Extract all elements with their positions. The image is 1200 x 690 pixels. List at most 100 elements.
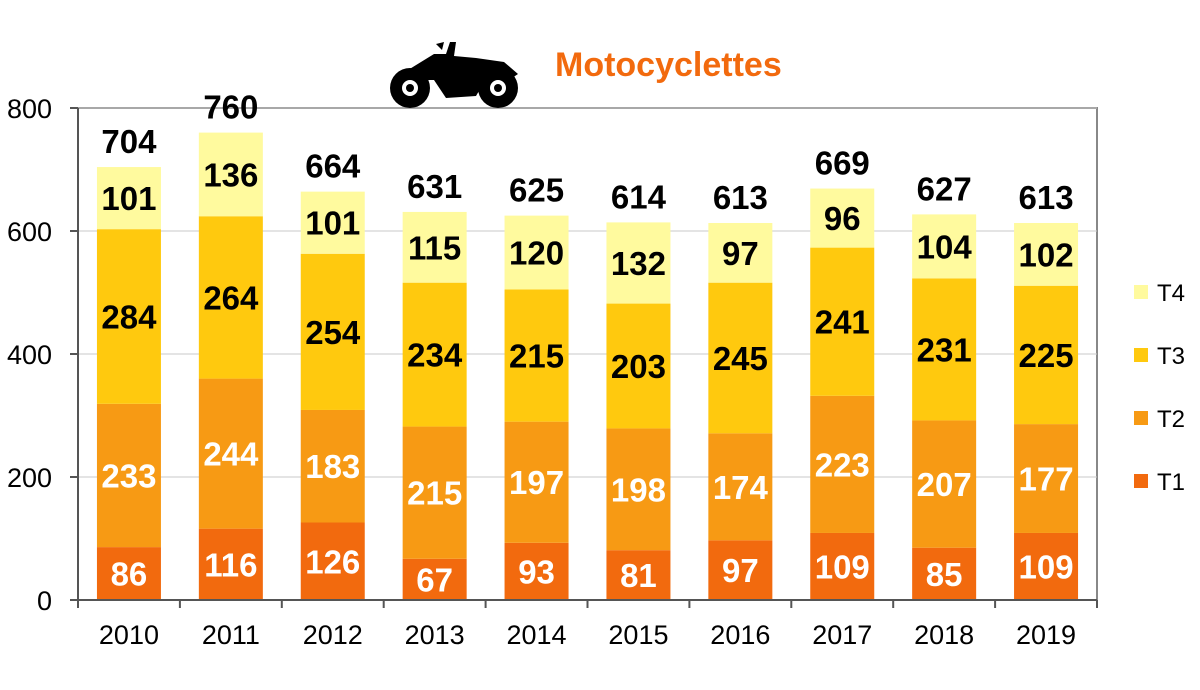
bar-segment-t1	[96, 547, 161, 600]
bar-segment-t3	[402, 282, 467, 427]
data-label-t2: 177	[1019, 461, 1074, 498]
data-label-t4: 104	[917, 228, 973, 265]
data-label-t2: 197	[509, 464, 564, 501]
bar-segment-t4	[1014, 223, 1079, 286]
data-label-t1: 67	[416, 561, 453, 598]
x-tick-label: 2017	[812, 620, 872, 650]
bar-segment-t4	[504, 215, 569, 290]
bar-segment-t2	[198, 378, 263, 529]
data-label-t3: 284	[101, 298, 157, 335]
bar-segment-t3	[708, 282, 773, 434]
axes: 0 200 400 600 800 2010 2011 2012 2013 2014 2015 201…	[7, 94, 1098, 650]
y-tick-label: 800	[7, 94, 52, 124]
data-label-t2: 183	[305, 448, 360, 485]
bar-segment-t4	[810, 188, 875, 248]
chart-title: Motocyclettes	[555, 46, 782, 84]
legend-swatch-t1	[1134, 474, 1148, 488]
data-label-t4: 101	[101, 180, 156, 217]
total-label: 625	[509, 172, 564, 209]
y-tick-label: 200	[7, 463, 52, 493]
x-tick-label: 2019	[1016, 620, 1076, 650]
data-label-t2: 233	[101, 457, 156, 494]
data-label-t3: 231	[917, 331, 972, 368]
data-label-t2: 198	[611, 471, 666, 508]
x-tick-label: 2015	[608, 620, 668, 650]
bars	[96, 132, 1079, 600]
bar-segment-t4	[912, 214, 977, 279]
data-label-t4: 101	[305, 205, 360, 242]
bar-segment-t1	[606, 550, 671, 600]
bar-segment-t3	[810, 247, 875, 396]
total-label: 627	[917, 170, 972, 207]
data-label-t3: 264	[203, 279, 259, 316]
y-tick-label: 0	[37, 586, 52, 616]
bar-segment-t1	[912, 547, 977, 600]
bar-segment-t2	[96, 403, 161, 548]
total-label: 669	[815, 145, 870, 182]
data-label-t3: 234	[407, 337, 463, 374]
data-label-t1: 97	[722, 552, 759, 589]
bar-segment-t3	[606, 303, 671, 429]
legend: T4 T3 T2 T1	[1134, 280, 1185, 496]
data-label-t1: 109	[1019, 548, 1074, 585]
bar-segment-t2	[708, 433, 773, 541]
legend-swatch-t4	[1134, 285, 1148, 299]
data-label-t3: 215	[509, 338, 564, 375]
bar-segment-t2	[912, 420, 977, 548]
data-label-t3: 225	[1019, 337, 1074, 374]
x-tick-label: 2013	[405, 620, 465, 650]
motorcycle-icon	[390, 42, 518, 108]
data-label-t4: 120	[509, 235, 564, 272]
bar-segment-t3	[912, 278, 977, 421]
data-label-t1: 109	[815, 548, 870, 585]
bar-segment-t1	[198, 528, 263, 600]
bar-segment-t2	[504, 421, 569, 543]
bar-segment-t2	[300, 409, 365, 523]
bar-segment-t4	[96, 167, 161, 230]
total-label: 613	[1019, 179, 1074, 216]
bar-segment-t2	[402, 426, 467, 559]
legend-swatch-t3	[1134, 348, 1148, 362]
legend-label-t1: T1	[1157, 469, 1185, 496]
bar-segment-t4	[708, 223, 773, 283]
total-label: 760	[203, 89, 258, 126]
data-label-t2: 223	[815, 446, 870, 483]
legend-swatch-t2	[1134, 411, 1148, 425]
data-label-t1: 93	[518, 553, 555, 590]
x-tick-label: 2012	[303, 620, 363, 650]
data-label-t4: 102	[1019, 236, 1074, 273]
bar-segment-t4	[198, 132, 263, 217]
bar-segment-t2	[810, 395, 875, 533]
data-label-t4: 136	[203, 156, 258, 193]
bar-segment-t1	[504, 542, 569, 600]
x-tick-label: 2010	[99, 620, 159, 650]
data-label-t3: 203	[611, 348, 666, 385]
total-label: 614	[611, 178, 667, 215]
bar-segment-t1	[810, 532, 875, 600]
bar-segment-t3	[96, 229, 161, 404]
legend-label-t3: T3	[1157, 343, 1185, 370]
legend-label-t2: T2	[1157, 406, 1185, 433]
bar-segment-t3	[300, 253, 365, 410]
data-label-t4: 97	[722, 235, 759, 272]
x-tick-label: 2016	[710, 620, 770, 650]
x-tick-label: 2018	[914, 620, 974, 650]
data-label-t1: 116	[204, 546, 257, 583]
data-label-t1: 86	[111, 556, 148, 593]
x-tick-label: 2014	[507, 620, 567, 650]
bar-segment-t1	[1014, 532, 1079, 600]
bar-segment-t1	[708, 540, 773, 600]
bar-segment-t4	[300, 191, 365, 254]
bar-segment-t3	[504, 289, 569, 422]
data-label-t2: 244	[203, 436, 259, 473]
bar-segment-t3	[1014, 285, 1079, 425]
y-tick-label: 600	[7, 217, 52, 247]
bar-segment-t3	[198, 216, 263, 379]
x-tick-label: 2011	[202, 620, 260, 650]
total-label: 704	[101, 123, 157, 160]
data-label-t3: 241	[815, 304, 870, 341]
bar-segment-t1	[300, 522, 365, 600]
data-label-t3: 254	[305, 314, 361, 351]
data-label-t2: 174	[713, 469, 769, 506]
data-label-t1: 85	[926, 556, 963, 593]
